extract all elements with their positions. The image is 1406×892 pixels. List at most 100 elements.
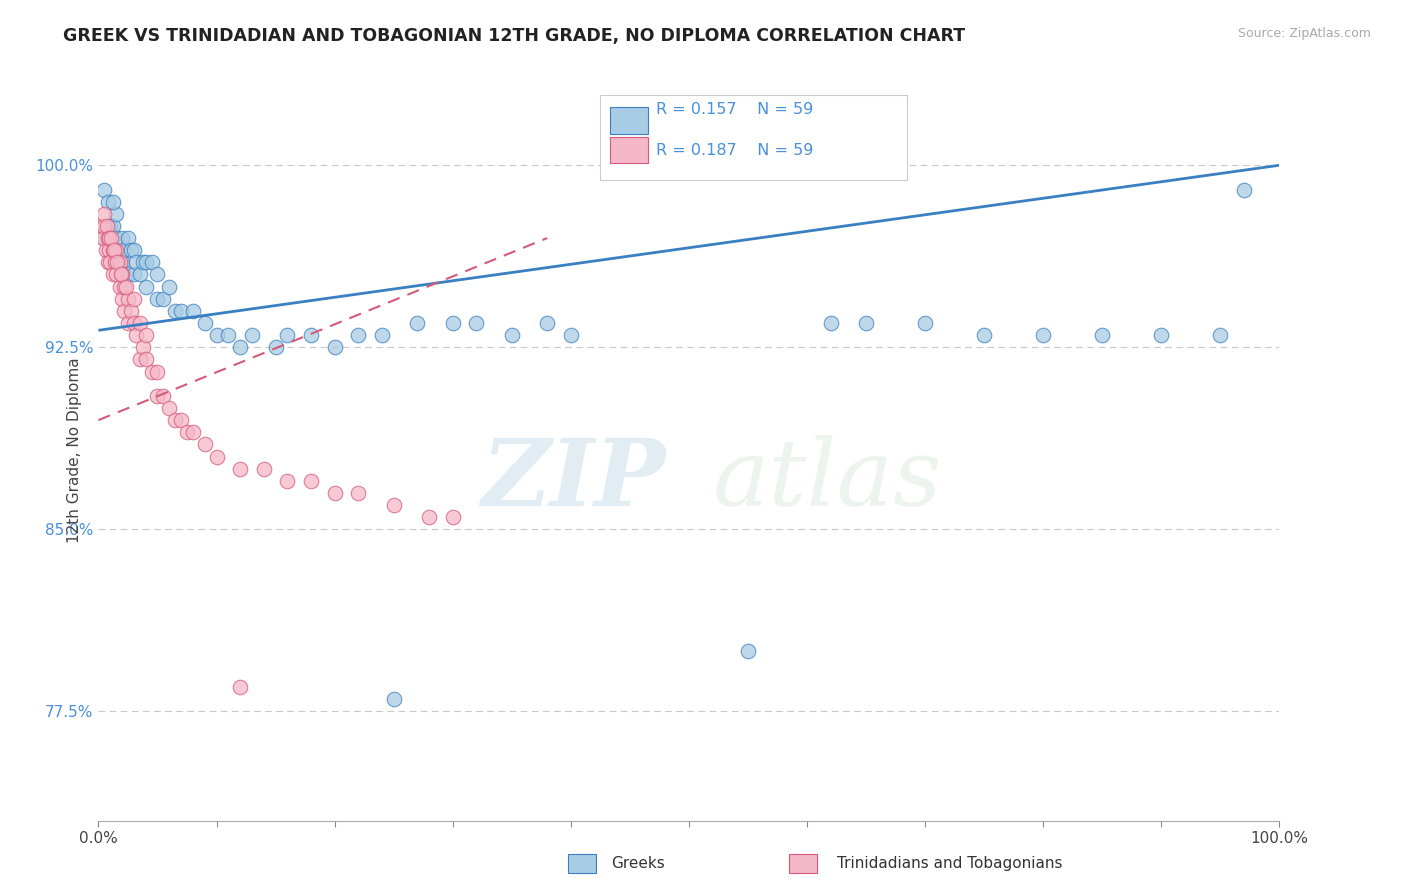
- Point: [105, 243, 128, 257]
- Y-axis label: 12th Grade, No Diploma: 12th Grade, No Diploma: [66, 358, 82, 543]
- Point: [97, 219, 120, 233]
- Text: GREEK VS TRINIDADIAN AND TOBAGONIAN 12TH GRADE, NO DIPLOMA CORRELATION CHART: GREEK VS TRINIDADIAN AND TOBAGONIAN 12TH…: [63, 27, 966, 45]
- Point: [536, 316, 558, 330]
- Point: [125, 328, 148, 343]
- Point: [111, 268, 134, 282]
- Point: [122, 268, 145, 282]
- Text: R = 0.187    N = 59: R = 0.187 N = 59: [655, 143, 813, 158]
- Point: [93, 231, 115, 245]
- Point: [501, 328, 523, 343]
- Point: [152, 389, 174, 403]
- Point: [122, 292, 145, 306]
- Point: [157, 401, 180, 415]
- Point: [855, 316, 877, 330]
- Point: [205, 328, 228, 343]
- Point: [128, 352, 150, 367]
- Point: [117, 231, 139, 245]
- Point: [465, 316, 488, 330]
- Point: [418, 510, 440, 524]
- Point: [135, 328, 157, 343]
- Point: [101, 219, 124, 233]
- Point: [128, 316, 150, 330]
- Point: [117, 316, 139, 330]
- Point: [117, 268, 139, 282]
- Point: [229, 461, 252, 475]
- Point: [441, 510, 464, 524]
- Point: [1032, 328, 1054, 343]
- Point: [1233, 182, 1256, 196]
- Point: [135, 352, 157, 367]
- Point: [101, 194, 124, 209]
- FancyBboxPatch shape: [600, 95, 907, 180]
- FancyBboxPatch shape: [610, 107, 648, 134]
- Point: [103, 243, 125, 257]
- Point: [108, 279, 131, 293]
- Point: [98, 243, 121, 257]
- Point: [382, 692, 405, 706]
- Point: [122, 243, 145, 257]
- Point: [157, 279, 180, 293]
- Point: [93, 207, 115, 221]
- Point: [110, 268, 132, 282]
- Point: [299, 328, 322, 343]
- Point: [141, 255, 163, 269]
- Point: [253, 461, 276, 475]
- Point: [205, 450, 228, 464]
- Point: [108, 255, 131, 269]
- Point: [194, 437, 217, 451]
- Point: [276, 328, 298, 343]
- Point: [101, 243, 124, 257]
- Point: [100, 231, 122, 245]
- Point: [299, 474, 322, 488]
- Point: [96, 219, 118, 233]
- Point: [91, 231, 114, 245]
- Point: [90, 219, 112, 233]
- Point: [176, 425, 198, 440]
- Point: [371, 328, 394, 343]
- Point: [93, 182, 115, 196]
- Point: [737, 644, 759, 658]
- Point: [264, 340, 287, 354]
- Point: [170, 304, 193, 318]
- Point: [135, 279, 157, 293]
- Point: [122, 316, 145, 330]
- Point: [105, 207, 128, 221]
- Point: [111, 292, 134, 306]
- Point: [146, 292, 169, 306]
- Point: [112, 279, 135, 293]
- Point: [101, 268, 124, 282]
- Point: [125, 255, 148, 269]
- Point: [105, 255, 128, 269]
- Point: [152, 292, 174, 306]
- FancyBboxPatch shape: [610, 136, 648, 163]
- Point: [105, 231, 128, 245]
- Point: [121, 243, 143, 257]
- Point: [1209, 328, 1232, 343]
- Point: [146, 365, 169, 379]
- Point: [146, 389, 169, 403]
- Point: [1150, 328, 1173, 343]
- Point: [97, 194, 120, 209]
- Point: [165, 304, 187, 318]
- Point: [112, 304, 135, 318]
- Text: ZIP: ZIP: [481, 435, 665, 525]
- Point: [141, 365, 163, 379]
- Point: [98, 219, 121, 233]
- Point: [347, 486, 370, 500]
- Point: [165, 413, 187, 427]
- Point: [973, 328, 995, 343]
- Point: [560, 328, 582, 343]
- Point: [132, 340, 155, 354]
- Point: [406, 316, 429, 330]
- Point: [97, 231, 120, 245]
- Point: [181, 304, 204, 318]
- Point: [98, 231, 121, 245]
- Point: [111, 255, 134, 269]
- Point: [94, 243, 117, 257]
- Point: [105, 268, 128, 282]
- Text: Trinidadians and Tobagonians: Trinidadians and Tobagonians: [837, 856, 1062, 871]
- Point: [112, 243, 135, 257]
- Text: R = 0.157    N = 59: R = 0.157 N = 59: [655, 102, 813, 117]
- Point: [121, 304, 143, 318]
- Point: [820, 316, 842, 330]
